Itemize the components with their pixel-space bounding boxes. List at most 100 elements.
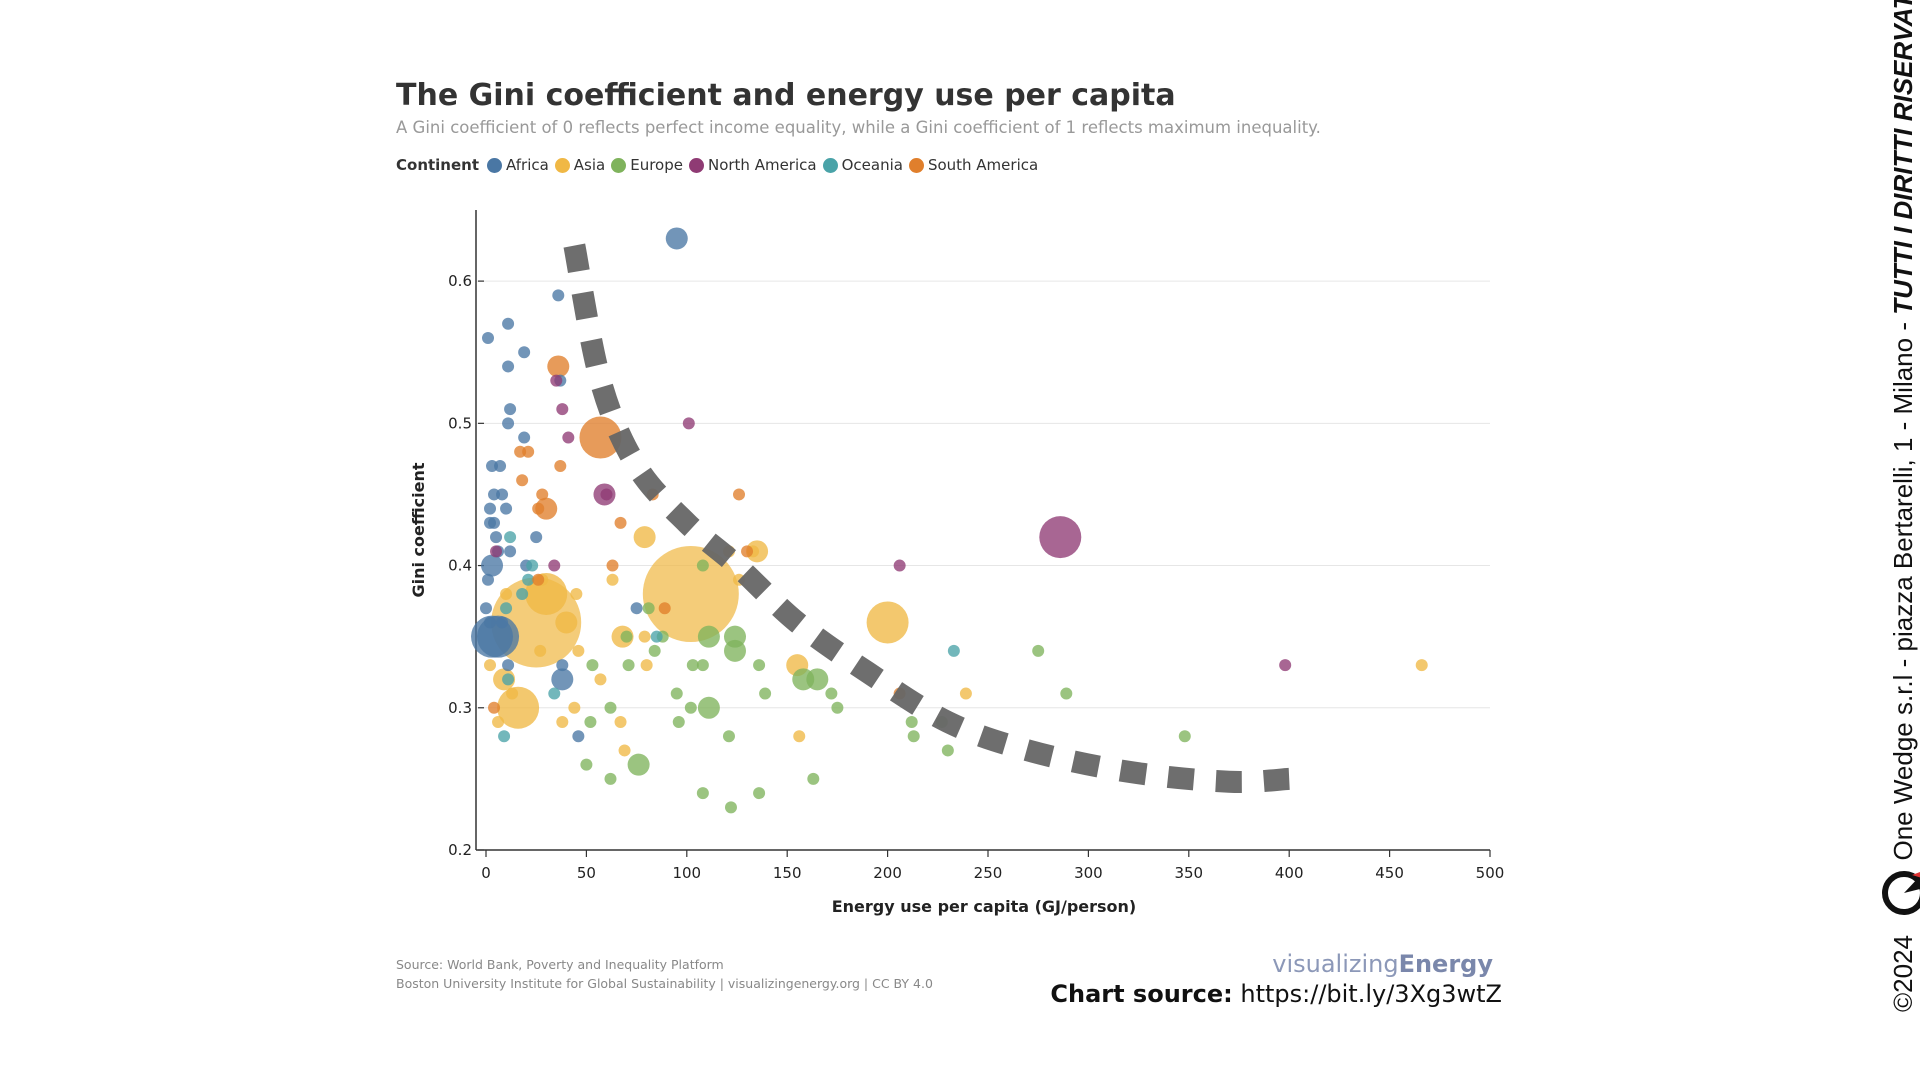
- data-point-europe: [697, 625, 720, 648]
- data-point-europe: [584, 716, 597, 728]
- brand-bold: Energy: [1398, 950, 1493, 978]
- data-point-asia: [572, 644, 585, 657]
- data-point-asia: [1415, 659, 1428, 672]
- data-point-europe: [648, 644, 661, 657]
- data-point-asia: [568, 701, 581, 714]
- data-point-south-america: [547, 355, 570, 378]
- data-point-africa: [502, 417, 515, 430]
- chart-source-url[interactable]: https://bit.ly/3Xg3wtZ: [1240, 980, 1502, 1008]
- x-tick-label: 350: [1174, 864, 1203, 882]
- data-point-north-america: [556, 403, 569, 416]
- axes: 0.2 0.3 0.4 0.5 0.6 0 50 100 150 200 250 300 350 400 4…: [448, 210, 1504, 882]
- data-point-europe: [604, 772, 617, 785]
- x-tick-label: 200: [873, 864, 902, 882]
- data-point-europe: [831, 701, 844, 714]
- data-point-oceania: [502, 673, 515, 686]
- data-point-europe: [642, 602, 655, 615]
- rights-reserved: TUTTI I DIRITTI RISERVATI: [1888, 0, 1918, 315]
- data-point-europe: [941, 744, 954, 757]
- data-point-europe: [696, 559, 709, 572]
- trend-curve: [563, 243, 1290, 793]
- data-point-europe: [759, 687, 772, 700]
- data-point-south-america: [658, 602, 671, 615]
- data-point-africa: [482, 332, 495, 344]
- data-point-asia: [640, 659, 653, 672]
- data-point-africa: [630, 602, 643, 615]
- data-point-africa: [504, 545, 517, 558]
- x-tick-label: 250: [974, 864, 1003, 882]
- data-point-europe: [724, 801, 737, 814]
- data-point-asia: [618, 744, 631, 757]
- data-point-africa: [502, 659, 515, 672]
- data-point-asia: [594, 673, 607, 686]
- legend-label: South America: [927, 156, 1039, 174]
- legend-label: Africa: [506, 156, 549, 174]
- data-point-africa: [496, 616, 509, 629]
- legend-swatch: [822, 157, 838, 173]
- legend-item-asia: Asia: [554, 156, 606, 174]
- data-point-oceania: [650, 630, 663, 643]
- data-point-asia: [500, 588, 513, 600]
- data-point-europe: [670, 687, 683, 700]
- data-point-south-america: [532, 502, 545, 515]
- data-point-africa: [552, 289, 565, 302]
- data-point-europe: [723, 639, 746, 662]
- data-point-africa: [484, 502, 497, 515]
- data-point-oceania: [498, 730, 511, 743]
- data-point-north-america: [893, 559, 906, 572]
- x-tick-label: 500: [1476, 864, 1505, 882]
- data-point-europe: [697, 696, 720, 719]
- data-point-oceania: [516, 588, 529, 600]
- data-point-africa: [490, 531, 503, 544]
- data-point-south-america: [522, 445, 535, 458]
- data-point-europe: [604, 701, 617, 714]
- data-point-europe: [1032, 644, 1045, 657]
- data-point-oceania: [548, 687, 561, 700]
- legend-swatch: [487, 157, 503, 173]
- data-point-europe: [696, 787, 709, 800]
- data-point-africa: [665, 227, 688, 250]
- data-point-north-america: [682, 417, 695, 430]
- legend-label: Europe: [630, 156, 683, 174]
- copyright-year: ©2024: [1888, 935, 1918, 1012]
- data-point-europe: [792, 668, 815, 691]
- legend-swatch: [611, 157, 627, 173]
- legend-item-europe: Europe: [611, 156, 683, 174]
- data-point-south-america: [606, 559, 619, 572]
- data-point-europe: [686, 659, 699, 672]
- chart-title: The Gini coefficient and energy use per …: [396, 78, 1176, 113]
- data-point-oceania: [500, 602, 513, 615]
- data-point-europe: [753, 659, 766, 672]
- legend-item-africa: Africa: [487, 156, 549, 174]
- data-point-europe: [580, 758, 593, 771]
- data-point-africa: [551, 668, 574, 691]
- data-point-africa: [488, 516, 501, 529]
- legend: Continent Africa Asia Europe North Ameri…: [396, 156, 1044, 174]
- data-point-south-america: [614, 516, 627, 529]
- legend-label: Asia: [573, 156, 606, 174]
- source-line-2: Boston University Institute for Global S…: [396, 976, 933, 991]
- y-tick-label: 0.3: [448, 699, 472, 717]
- brand-logo: visualizingEnergy: [1272, 950, 1493, 978]
- data-point-europe: [1060, 687, 1073, 700]
- data-point-africa: [572, 730, 585, 743]
- data-point-africa: [502, 317, 515, 330]
- y-tick-label: 0.4: [448, 557, 472, 575]
- data-point-oceania: [947, 644, 960, 657]
- trend-curve-path: [563, 243, 1290, 793]
- data-point-asia: [506, 687, 519, 700]
- data-point-africa: [518, 431, 531, 444]
- data-point-asia: [606, 573, 619, 586]
- data-points: [471, 227, 1428, 814]
- data-point-asia: [570, 588, 583, 600]
- data-point-africa: [496, 488, 509, 501]
- company-address: One Wedge s.r.l - piazza Bertarelli, 1 -…: [1888, 322, 1918, 861]
- data-point-asia: [484, 659, 497, 672]
- legend-item-south-america: South America: [908, 156, 1039, 174]
- data-point-europe: [1178, 730, 1191, 743]
- data-point-africa: [500, 502, 513, 515]
- data-point-north-america: [562, 431, 575, 444]
- data-point-south-america: [536, 488, 549, 501]
- y-axis-label: Gini coefficient: [409, 462, 428, 597]
- data-point-north-america: [1279, 659, 1292, 672]
